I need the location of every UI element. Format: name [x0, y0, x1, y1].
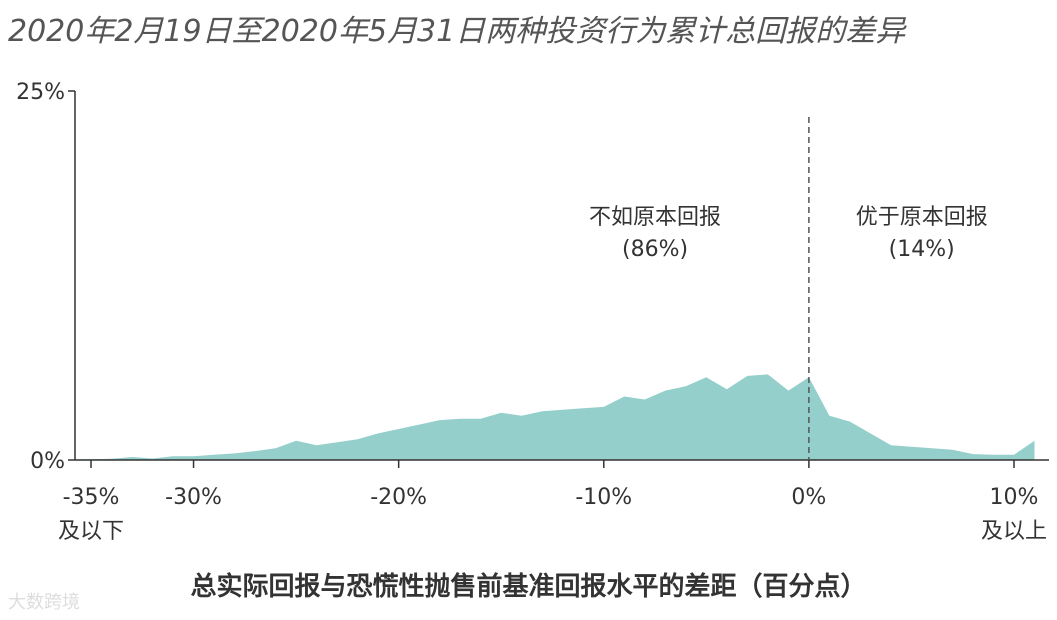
annotation-percent: (14%)	[889, 237, 955, 262]
annotation-percent: (86%)	[622, 237, 688, 262]
y-tick-label: 25%	[16, 80, 65, 105]
annotation-label: 优于原本回报	[856, 205, 988, 230]
area-layer	[75, 374, 1035, 460]
x-tick-label: 0%	[791, 485, 826, 510]
axis-layer: 0% 25% -35% 及以下 -30% -20% -10% 0% 10% 及以上	[16, 80, 1049, 544]
area-series-0	[75, 374, 1035, 460]
chart-title: 2020年2月19日至2020年5月31日两种投资行为累计总回报的差异	[8, 14, 906, 49]
x-tick-sublabel: 及以上	[981, 519, 1047, 544]
x-tick-sublabel: 及以下	[58, 519, 124, 544]
watermark: 大数跨境	[8, 592, 80, 613]
annotation-label: 不如原本回报	[589, 205, 721, 230]
x-tick-label: -20%	[370, 485, 427, 510]
x-tick-label: 10%	[990, 485, 1039, 510]
x-axis-label: 总实际回报与恐慌性抛售前基准回报水平的差距（百分点）	[190, 572, 867, 602]
x-tick-label: -35%	[63, 485, 120, 510]
y-tick-label: 0%	[30, 449, 65, 474]
annotation-layer: 不如原本回报 (86%) 优于原本回报 (14%)	[589, 117, 988, 460]
x-tick-label: -30%	[165, 485, 222, 510]
x-tick-label: -10%	[575, 485, 632, 510]
